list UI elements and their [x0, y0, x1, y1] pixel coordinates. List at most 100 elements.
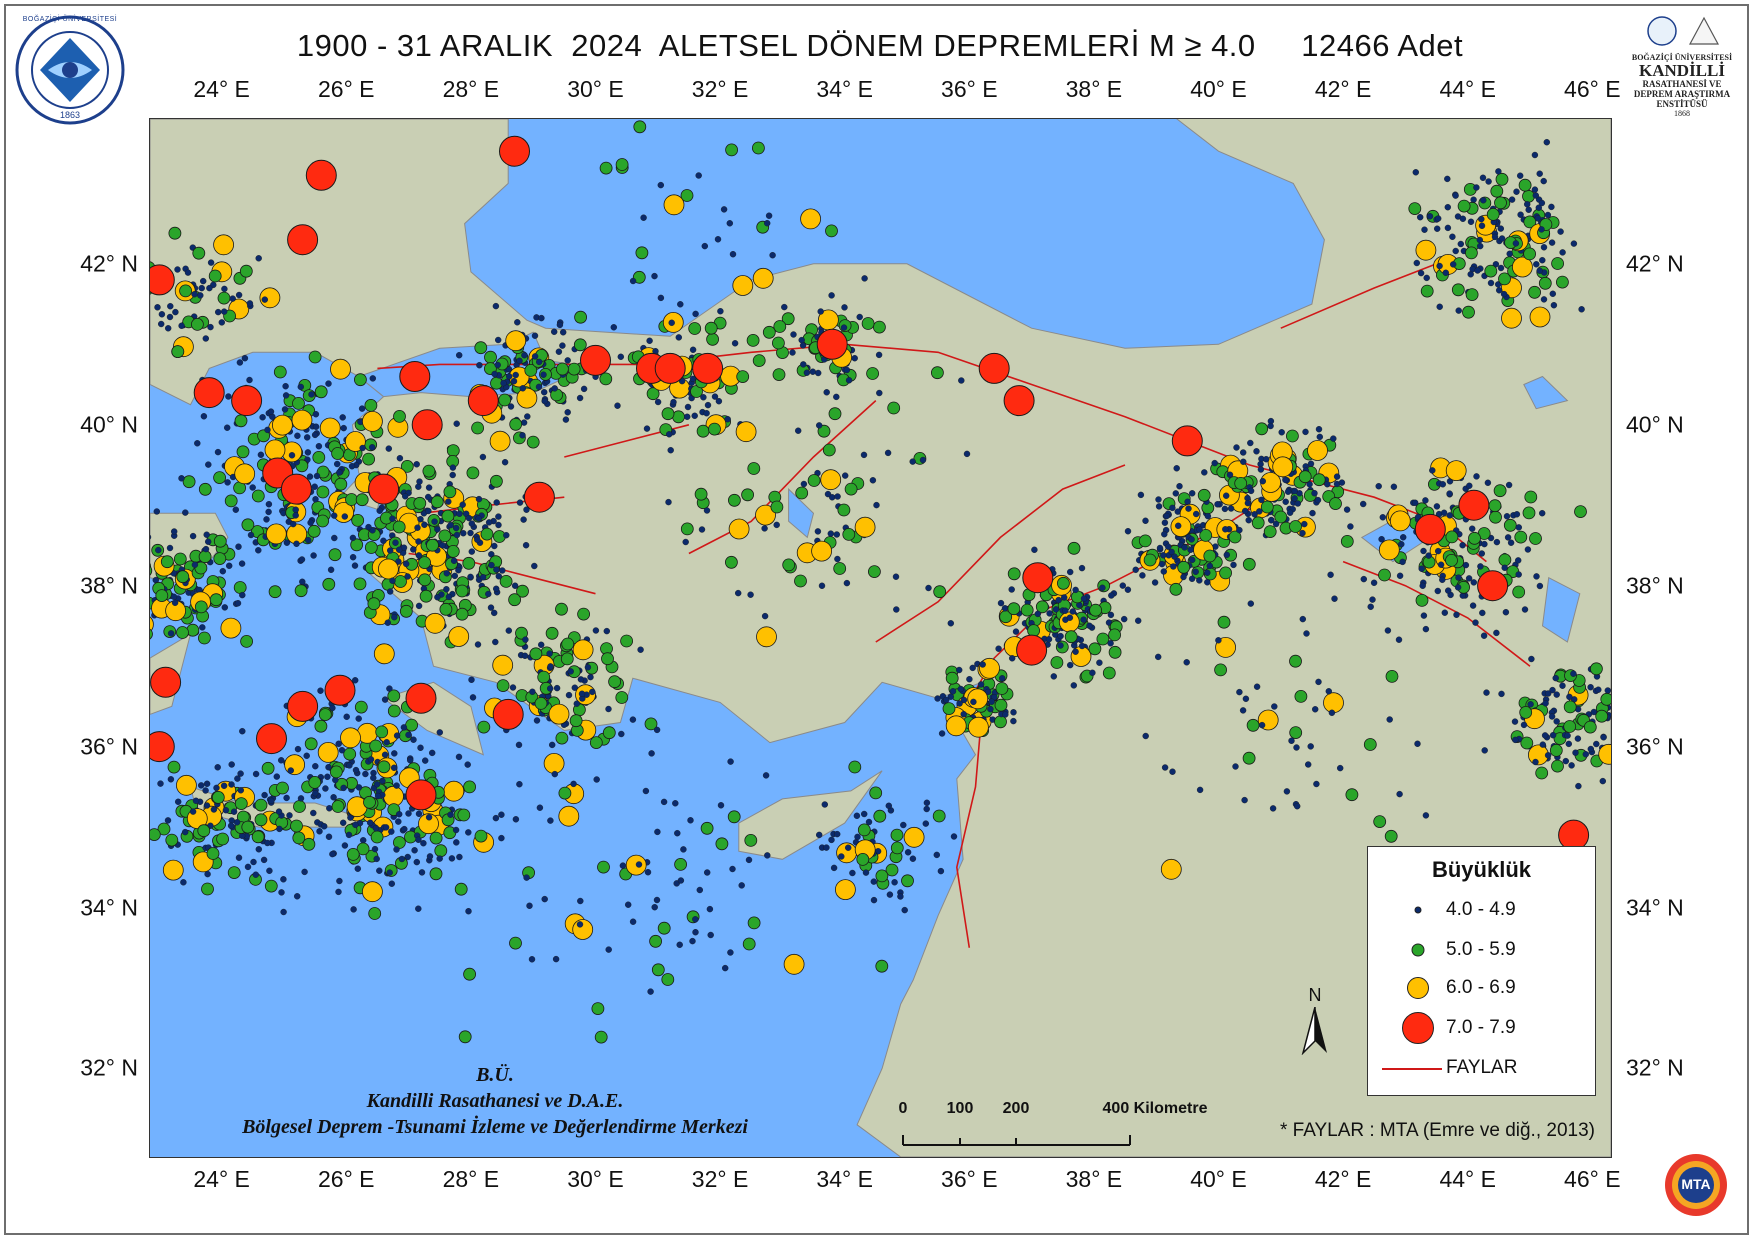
epicenter-m6 [259, 287, 281, 309]
epicenter-m4 [415, 836, 422, 843]
epicenter-m4 [294, 432, 301, 439]
epicenter-m4 [735, 589, 742, 597]
epicenter-m4 [1330, 435, 1337, 442]
epicenter-m4 [388, 828, 395, 835]
epicenter-m4 [1301, 520, 1308, 528]
epicenter-m4 [1480, 197, 1487, 204]
epicenter-m4 [1108, 592, 1115, 599]
epicenter-m5 [1551, 257, 1564, 270]
epicenter-m4 [1436, 262, 1443, 270]
epicenter-m5 [545, 626, 559, 640]
epicenter-m5 [1214, 663, 1227, 677]
epicenter-m4 [1283, 788, 1291, 795]
epicenter-m4 [1010, 717, 1017, 725]
epicenter-m4 [1457, 240, 1465, 248]
epicenter-m6 [783, 953, 805, 975]
epicenter-m5 [1519, 706, 1533, 719]
epicenter-m5 [173, 552, 187, 566]
map-title: 1900 - 31 ARALIK 2024 ALETSEL DÖNEM DEPR… [296, 28, 1464, 63]
epicenter-m4 [393, 846, 400, 853]
epicenter-m4 [456, 351, 463, 359]
epicenter-m4 [824, 490, 832, 498]
epicenter-m4 [178, 322, 185, 330]
epicenter-m4 [411, 847, 418, 854]
epicenter-m5 [706, 332, 719, 346]
epicenter-m5 [1563, 700, 1577, 714]
epicenter-m4 [460, 530, 467, 537]
epicenter-m4 [1541, 732, 1549, 739]
epicenter-m5 [1503, 518, 1517, 532]
epicenter-m5 [772, 368, 786, 382]
epicenter-m4 [485, 519, 493, 526]
epicenter-m7 [523, 481, 555, 513]
epicenter-m4 [1185, 505, 1192, 512]
epicenter-m5 [555, 602, 568, 616]
lon-label-bottom: 44° E [1439, 1166, 1496, 1192]
epicenter-m4 [351, 562, 359, 569]
epicenter-m4 [843, 579, 851, 587]
epicenter-m5 [318, 708, 332, 721]
epicenter-m4 [312, 423, 320, 430]
epicenter-m4 [255, 255, 262, 262]
epicenter-m4 [1245, 517, 1252, 524]
epicenter-m4 [1236, 526, 1243, 534]
epicenter-m4 [745, 856, 753, 864]
epicenter-m4 [619, 862, 627, 869]
epicenter-m4 [687, 817, 694, 824]
epicenter-m7 [492, 698, 524, 730]
epicenter-m5 [1495, 172, 1509, 186]
epicenter-m4 [501, 459, 509, 466]
epicenter-m4 [528, 956, 536, 963]
map-area[interactable] [149, 118, 1612, 1158]
epicenter-m4 [1204, 512, 1212, 520]
epicenter-m4 [1010, 709, 1017, 716]
epicenter-m4 [341, 513, 349, 520]
epicenter-m5 [316, 514, 330, 528]
epicenter-m4 [603, 627, 610, 635]
epicenter-m5 [439, 602, 453, 616]
epicenter-m4 [1160, 552, 1167, 559]
epicenter-m5 [194, 600, 208, 614]
epicenter-m6 [572, 919, 594, 940]
epicenter-m4 [453, 531, 461, 539]
epicenter-m4 [281, 406, 289, 413]
epicenter-m4 [1479, 174, 1487, 181]
epicenter-m4 [1422, 625, 1430, 633]
epicenter-m4 [684, 413, 691, 420]
epicenter-m4 [1325, 688, 1333, 695]
epicenter-m4 [814, 528, 822, 535]
epicenter-m5 [345, 493, 358, 506]
epicenter-m4 [1161, 531, 1168, 538]
epicenter-m4 [166, 313, 174, 321]
epicenter-m4 [1478, 550, 1486, 557]
lon-label-bottom: 30° E [567, 1166, 624, 1192]
epicenter-m4 [280, 908, 287, 916]
epicenter-m4 [267, 408, 275, 415]
epicenter-m5 [577, 607, 591, 621]
epicenter-m4 [1236, 688, 1243, 696]
epicenter-m6 [1445, 460, 1467, 482]
epicenter-m4 [1544, 752, 1552, 759]
epicenter-m4 [816, 422, 823, 429]
legend-label-m4: 4.0 - 4.9 [1446, 899, 1516, 920]
epicenter-m5 [1415, 593, 1429, 607]
epicenter-m5 [209, 593, 223, 607]
epicenter-m4 [224, 479, 231, 486]
epicenter-m4 [828, 292, 835, 299]
epicenter-m4 [219, 568, 227, 575]
epicenter-m4 [1315, 678, 1322, 686]
epicenter-m5 [866, 367, 879, 380]
epicenter-m4 [520, 516, 527, 523]
epicenter-m4 [1174, 522, 1182, 529]
epicenter-m4 [336, 877, 343, 885]
epicenter-m6 [663, 194, 685, 216]
epicenter-m5 [1408, 202, 1422, 215]
epicenter-m5 [1298, 470, 1312, 484]
epicenter-m5 [942, 702, 956, 715]
epicenter-m5 [869, 786, 883, 800]
epicenter-m4 [1170, 563, 1177, 570]
epicenter-m5 [182, 475, 196, 489]
epicenter-m4 [310, 809, 317, 817]
epicenter-m4 [1479, 609, 1486, 617]
epicenter-m4 [815, 369, 822, 377]
